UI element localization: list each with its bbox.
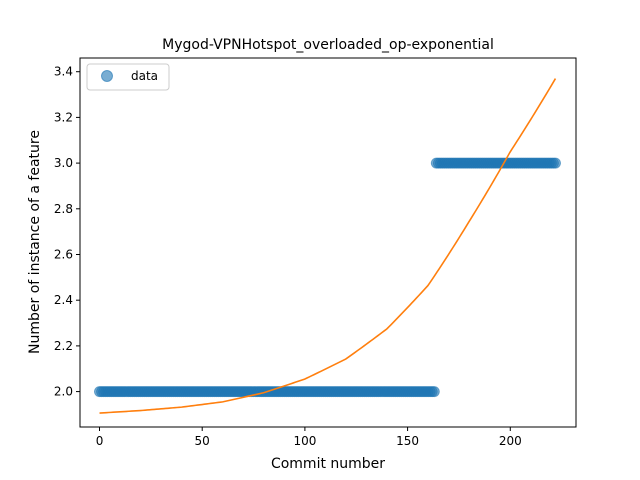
y-tick-label: 2.8 (54, 202, 73, 216)
legend-label-data: data (131, 69, 158, 83)
legend: data (86, 63, 170, 91)
x-tick-label: 200 (499, 434, 522, 448)
y-tick-label: 3.0 (54, 156, 73, 170)
legend-marker-data (101, 70, 113, 82)
axes-frame (79, 57, 577, 428)
y-tick-label: 2.6 (54, 247, 73, 261)
y-tick-label: 3.2 (54, 110, 73, 124)
plot-area (94, 78, 561, 414)
chart-title: Mygod-VPNHotspot_overloaded_op-exponenti… (162, 37, 494, 53)
y-tick-label: 2.2 (54, 339, 73, 353)
x-tick-label: 50 (195, 434, 210, 448)
axis-ticks: 0 50 100 150 200 2.0 2.2 2.4 2.6 2.8 3.0 3.2 3.4 (54, 65, 522, 448)
x-tick-label: 0 (96, 434, 104, 448)
y-axis-label: Number of instance of a feature (27, 130, 43, 354)
fit-curve (99, 78, 557, 414)
y-tick-label: 2.4 (54, 293, 73, 307)
y-tick-label: 3.4 (54, 65, 73, 79)
x-tick-label: 100 (293, 434, 316, 448)
y-tick-label: 2.0 (54, 385, 73, 399)
data-point (549, 157, 561, 169)
x-tick-label: 150 (396, 434, 419, 448)
data-point (428, 386, 440, 398)
x-axis-label: Commit number (271, 456, 385, 472)
